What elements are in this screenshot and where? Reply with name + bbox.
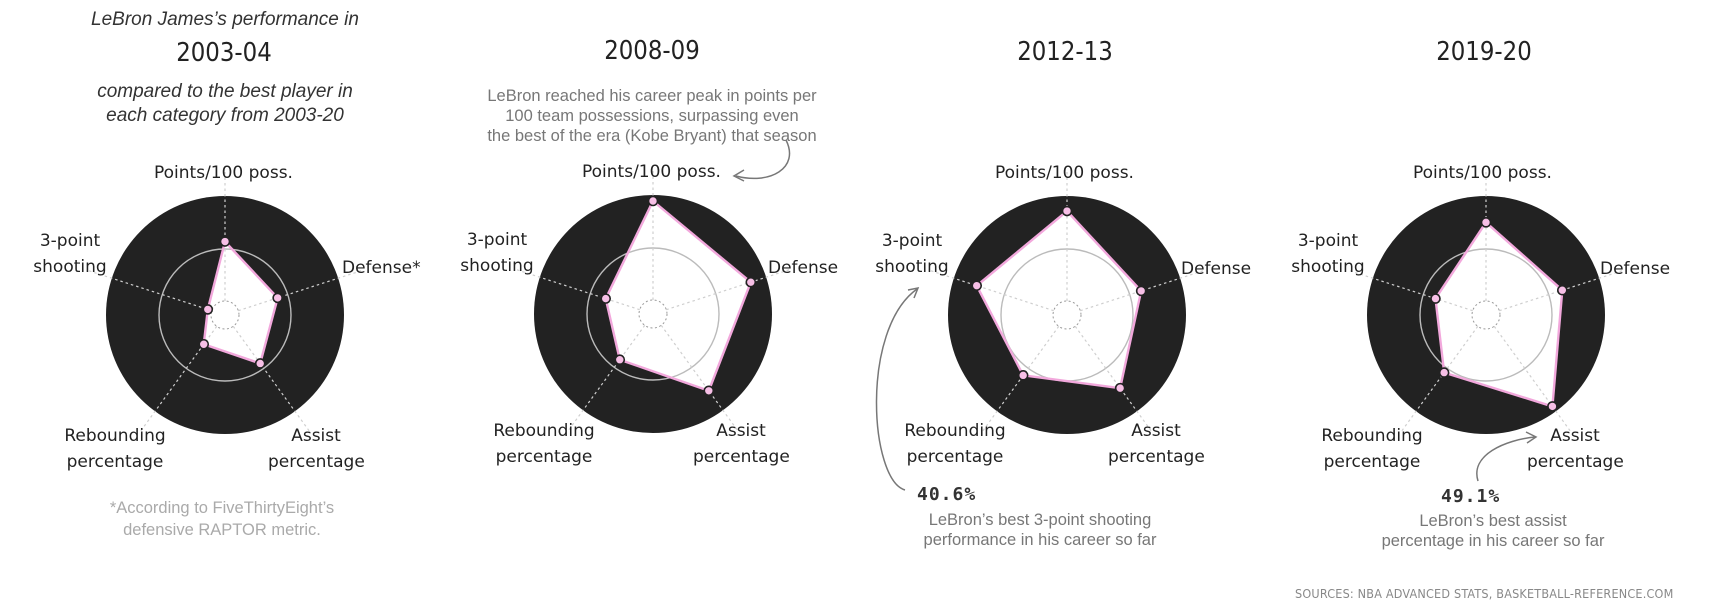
axis-label-rebounding: Rebounding bbox=[64, 426, 166, 446]
axis-label-rebounding-2: percentage bbox=[495, 447, 593, 467]
annotation-assist-text-line-1: LeBron’s best assist bbox=[1419, 512, 1567, 530]
radar-outline bbox=[1434, 221, 1564, 408]
data-point-3pt bbox=[1430, 293, 1441, 304]
axis-label-assist-2: percentage bbox=[1108, 447, 1205, 467]
axis-label-rebounding-2: percentage bbox=[1323, 452, 1421, 472]
data-point-defense bbox=[272, 292, 283, 304]
radar-outline bbox=[202, 240, 279, 365]
axis-label-points: Points/100 poss. bbox=[582, 162, 721, 182]
data-point-assist bbox=[703, 385, 715, 397]
radar-outline bbox=[975, 209, 1143, 390]
axis-label-rebounding-2: percentage bbox=[66, 452, 164, 472]
intro-line-2b: each category from 2003-20 bbox=[106, 105, 344, 126]
data-point-rebounding bbox=[198, 338, 210, 350]
arrowhead-peak-points bbox=[732, 169, 745, 182]
axis-label-3pt-2: shooting bbox=[1291, 257, 1365, 277]
data-point-defense bbox=[1557, 284, 1568, 296]
arrow-three bbox=[875, 288, 918, 491]
arrow-assist bbox=[1476, 436, 1536, 482]
axis-label-3pt-2: shooting bbox=[875, 257, 949, 277]
axis-label-points: Points/100 poss. bbox=[154, 163, 293, 183]
data-point-rebounding bbox=[1017, 370, 1029, 381]
data-point-defense bbox=[1135, 285, 1147, 297]
data-point-assist bbox=[1114, 382, 1126, 394]
annotation-peak-points-line-1: LeBron reached his career peak in points… bbox=[487, 87, 817, 105]
annotation-three-text-line-2: performance in his career so far bbox=[923, 531, 1157, 549]
core-circle bbox=[638, 299, 668, 329]
axis-label-defense: Defense bbox=[1181, 259, 1252, 279]
axis-label-rebounding-2: percentage bbox=[906, 447, 1004, 467]
season-title-2: 2008-09 bbox=[604, 36, 700, 66]
annotation-peak-points-line-2: 100 team possessions, surpassing even bbox=[505, 107, 799, 125]
intro-line-2a: compared to the best player in bbox=[97, 81, 353, 102]
data-point-3pt bbox=[202, 304, 214, 315]
axis-label-assist: Assist bbox=[1550, 426, 1600, 446]
radar-area bbox=[203, 241, 278, 364]
axis-label-assist-2: percentage bbox=[693, 447, 790, 467]
radar-area bbox=[976, 211, 1142, 389]
data-point-rebounding bbox=[614, 354, 626, 366]
axis-label-3pt: 3-point bbox=[881, 231, 943, 251]
data-point-3pt bbox=[600, 293, 612, 304]
source-credit: SOURCES: NBA ADVANCED STATS, BASKETBALL-… bbox=[1295, 586, 1674, 601]
data-point-assist bbox=[254, 358, 266, 369]
axis-label-3pt: 3-point bbox=[39, 231, 101, 251]
axis-label-assist-2: percentage bbox=[1527, 452, 1624, 472]
data-point-defense bbox=[745, 276, 757, 288]
axis-label-3pt: 3-point bbox=[1297, 231, 1359, 251]
data-point-points bbox=[1480, 217, 1492, 228]
axis-label-defense: Defense* bbox=[342, 258, 421, 278]
data-point-points bbox=[219, 236, 231, 247]
axis-label-assist: Assist bbox=[291, 426, 341, 446]
axis-label-assist-2: percentage bbox=[268, 452, 365, 472]
data-point-3pt bbox=[971, 280, 983, 291]
axis-label-defense: Defense bbox=[768, 258, 839, 278]
annotation-three-value: 40.6% bbox=[917, 484, 977, 505]
core-circle bbox=[1471, 300, 1501, 330]
footnote-line-1: *According to FiveThirtyEight’s bbox=[109, 499, 335, 517]
core-circle bbox=[1052, 300, 1082, 330]
axis-label-3pt: 3-point bbox=[466, 230, 528, 250]
data-point-assist bbox=[1547, 401, 1558, 412]
axis-label-points: Points/100 poss. bbox=[995, 163, 1134, 183]
data-point-rebounding bbox=[1438, 367, 1450, 378]
intro-line-1: LeBron James’s performance in bbox=[91, 9, 359, 30]
axis-label-rebounding: Rebounding bbox=[1321, 426, 1423, 446]
arrowhead-three bbox=[907, 286, 920, 299]
annotation-assist-value: 49.1% bbox=[1441, 486, 1501, 507]
radar-outline bbox=[604, 199, 752, 392]
season-title-3: 2012-13 bbox=[1017, 37, 1113, 67]
radar-area bbox=[1435, 222, 1563, 407]
axis-label-defense: Defense bbox=[1600, 259, 1671, 279]
core-circle bbox=[210, 300, 240, 330]
season-title-4: 2019-20 bbox=[1436, 37, 1532, 67]
axis-label-assist: Assist bbox=[716, 421, 766, 441]
annotation-three-text-line-1: LeBron’s best 3-point shooting bbox=[928, 511, 1152, 529]
axis-label-3pt-2: shooting bbox=[460, 256, 534, 276]
season-title-1: 2003-04 bbox=[176, 38, 272, 68]
annotation-peak-points-line-3: the best of the era (Kobe Bryant) that s… bbox=[487, 127, 817, 145]
arrow-peak-points bbox=[735, 139, 791, 180]
axis-label-rebounding: Rebounding bbox=[904, 421, 1006, 441]
arrowhead-assist bbox=[1525, 431, 1538, 444]
axis-label-assist: Assist bbox=[1131, 421, 1181, 441]
axis-label-3pt-2: shooting bbox=[33, 257, 107, 277]
axis-label-rebounding: Rebounding bbox=[493, 421, 595, 441]
annotation-assist-text-line-2: percentage in his career so far bbox=[1381, 532, 1605, 550]
data-point-points bbox=[1061, 205, 1073, 217]
footnote-line-2: defensive RAPTOR metric. bbox=[123, 521, 321, 539]
data-point-points bbox=[647, 195, 659, 207]
axis-label-points: Points/100 poss. bbox=[1413, 163, 1552, 183]
